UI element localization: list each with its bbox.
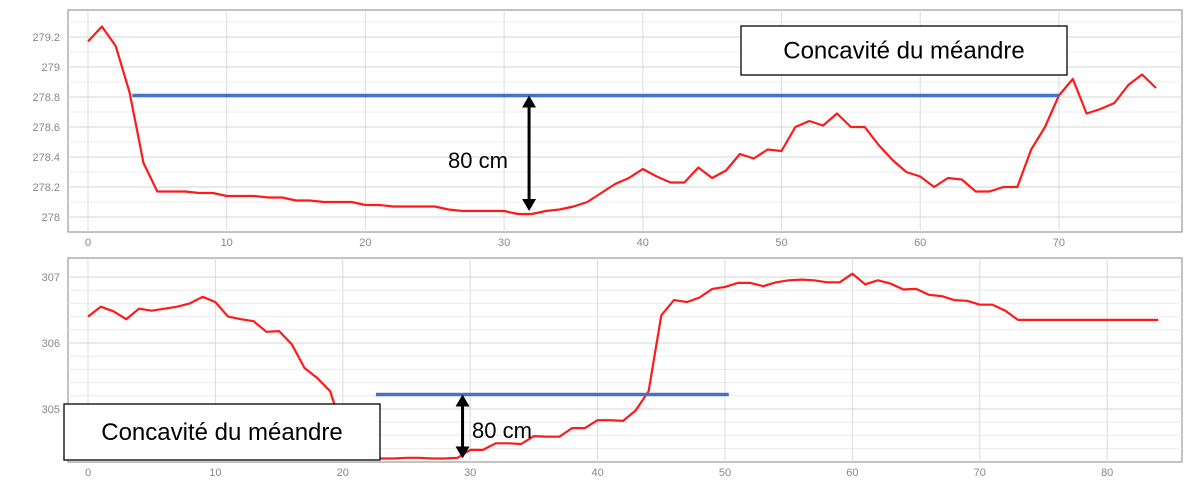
x-tick-label: 20	[359, 237, 371, 249]
x-tick-label: 0	[85, 237, 91, 249]
elevation-profile-line	[87, 272, 1159, 460]
x-tick-label: 70	[974, 467, 986, 479]
x-tick-label: 30	[498, 237, 510, 249]
y-tick-label: 307	[42, 272, 60, 284]
x-tick-label: 80	[1101, 467, 1113, 479]
x-tick-label: 10	[221, 237, 233, 249]
y-tick-label: 278.8	[32, 92, 60, 104]
y-tick-label: 279	[42, 62, 60, 74]
y-tick-label: 279.2	[32, 32, 60, 44]
y-tick-label: 278.4	[32, 152, 60, 164]
x-tick-label: 40	[637, 237, 649, 249]
x-tick-label: 50	[719, 467, 731, 479]
annotation-box-text: Concavité du méandre	[101, 419, 342, 446]
elevation-profile-line	[87, 25, 1157, 216]
chart-panel-2: 0 10 20 30 40 50 60 70 80 305 306 307 Concavité du m…	[42, 257, 1183, 479]
annotation-box-text: Concavité du méandre	[783, 38, 1024, 65]
measure-label: 80 cm	[472, 418, 532, 443]
arrow-down-icon	[455, 446, 470, 459]
x-tick-label: 0	[85, 467, 91, 479]
x-tick-label: 60	[914, 237, 926, 249]
measure-label: 80 cm	[448, 148, 508, 173]
x-tick-label: 10	[209, 467, 221, 479]
y-tick-label: 305	[42, 404, 60, 416]
y-tick-label: 278	[42, 212, 60, 224]
y-tick-label: 278.6	[32, 122, 60, 134]
x-tick-label: 30	[464, 467, 476, 479]
x-tick-label: 70	[1053, 237, 1065, 249]
arrow-up-icon	[455, 394, 470, 407]
annotation-box	[740, 25, 1068, 76]
x-tick-label: 60	[846, 467, 858, 479]
arrow-down-icon	[522, 199, 537, 211]
arrow-up-icon	[522, 95, 537, 108]
x-tick-label: 20	[337, 467, 349, 479]
x-tick-label: 40	[591, 467, 603, 479]
annotation-box	[63, 403, 381, 461]
chart-panel-1: 0 10 20 30 40 50 60 70 278 278.2 278.4 278.6 278.8 27…	[32, 9, 1183, 249]
x-tick-label: 50	[775, 237, 787, 249]
y-tick-label: 278.2	[32, 182, 60, 194]
y-tick-label: 306	[42, 338, 60, 350]
